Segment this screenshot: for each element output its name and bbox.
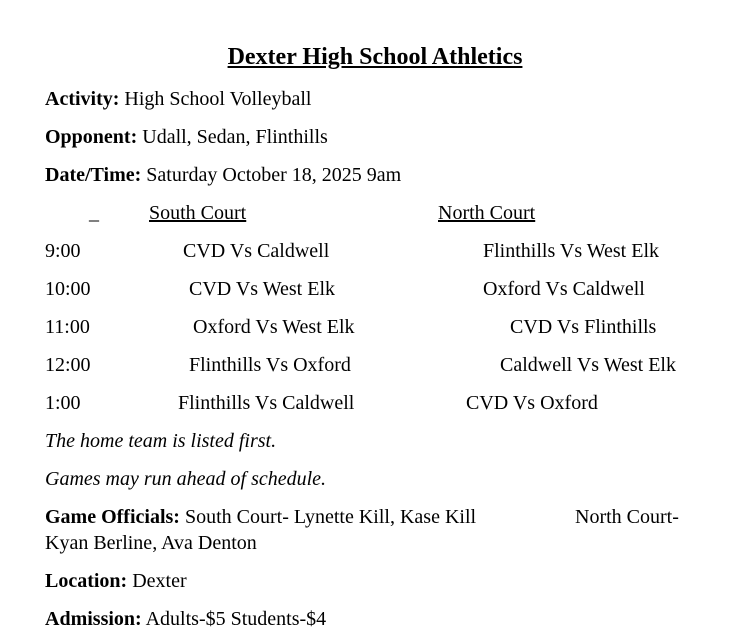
officials-line: Game Officials: South Court- Lynette Kil… — [45, 505, 476, 529]
opponent-line: Opponent: Udall, Sedan, Flinthills — [45, 125, 328, 149]
activity-value: High School Volleyball — [124, 88, 312, 110]
officials-south: South Court- Lynette Kill, Kase Kill — [184, 506, 477, 528]
north-game: Caldwell Vs West Elk — [500, 354, 676, 376]
opponent-label: Opponent: — [45, 126, 138, 148]
officials-north: North Court- — [575, 506, 679, 528]
page-title: Dexter High School Athletics — [227, 44, 523, 70]
schedule-note: Games may run ahead of schedule. — [45, 468, 327, 490]
datetime-label: Date/Time: — [45, 164, 142, 186]
south-game: Flinthills Vs Caldwell — [178, 392, 355, 414]
activity-label: Activity: — [45, 88, 120, 110]
opponent-value: Udall, Sedan, Flinthills — [142, 126, 328, 148]
officials-north-names: Kyan Berline, Ava Denton — [45, 532, 257, 554]
north-game: CVD Vs Oxford — [466, 392, 598, 414]
datetime-value: Saturday October 18, 2025 9am — [146, 164, 402, 186]
north-game: Flinthills Vs West Elk — [483, 240, 660, 262]
officials-label: Game Officials: — [45, 506, 180, 528]
south-game: Oxford Vs West Elk — [193, 316, 355, 338]
time-cell: 9:00 — [45, 240, 81, 262]
time-cell: 12:00 — [45, 354, 91, 376]
time-cell: 10:00 — [45, 278, 91, 300]
north-court-header: North Court — [438, 202, 536, 224]
south-game: CVD Vs West Elk — [189, 278, 335, 300]
admission-line: Admission: Adults-$5 Students-$4 — [45, 607, 326, 631]
time-cell: 11:00 — [45, 316, 90, 338]
location-value: Dexter — [132, 570, 187, 592]
admission-value: Adults-$5 Students-$4 — [145, 608, 327, 630]
admission-label: Admission: — [45, 608, 142, 630]
datetime-line: Date/Time: Saturday October 18, 2025 9am — [45, 163, 401, 187]
blank-header: _ — [89, 202, 99, 224]
south-game: CVD Vs Caldwell — [183, 240, 330, 262]
time-cell: 1:00 — [45, 392, 81, 414]
north-game: Oxford Vs Caldwell — [483, 278, 645, 300]
location-line: Location: Dexter — [45, 569, 187, 593]
north-game: CVD Vs Flinthills — [510, 316, 657, 338]
south-game: Flinthills Vs Oxford — [189, 354, 351, 376]
location-label: Location: — [45, 570, 128, 592]
home-team-note: The home team is listed first. — [45, 430, 277, 452]
activity-line: Activity: High School Volleyball — [45, 87, 311, 111]
south-court-header: South Court — [149, 202, 247, 224]
